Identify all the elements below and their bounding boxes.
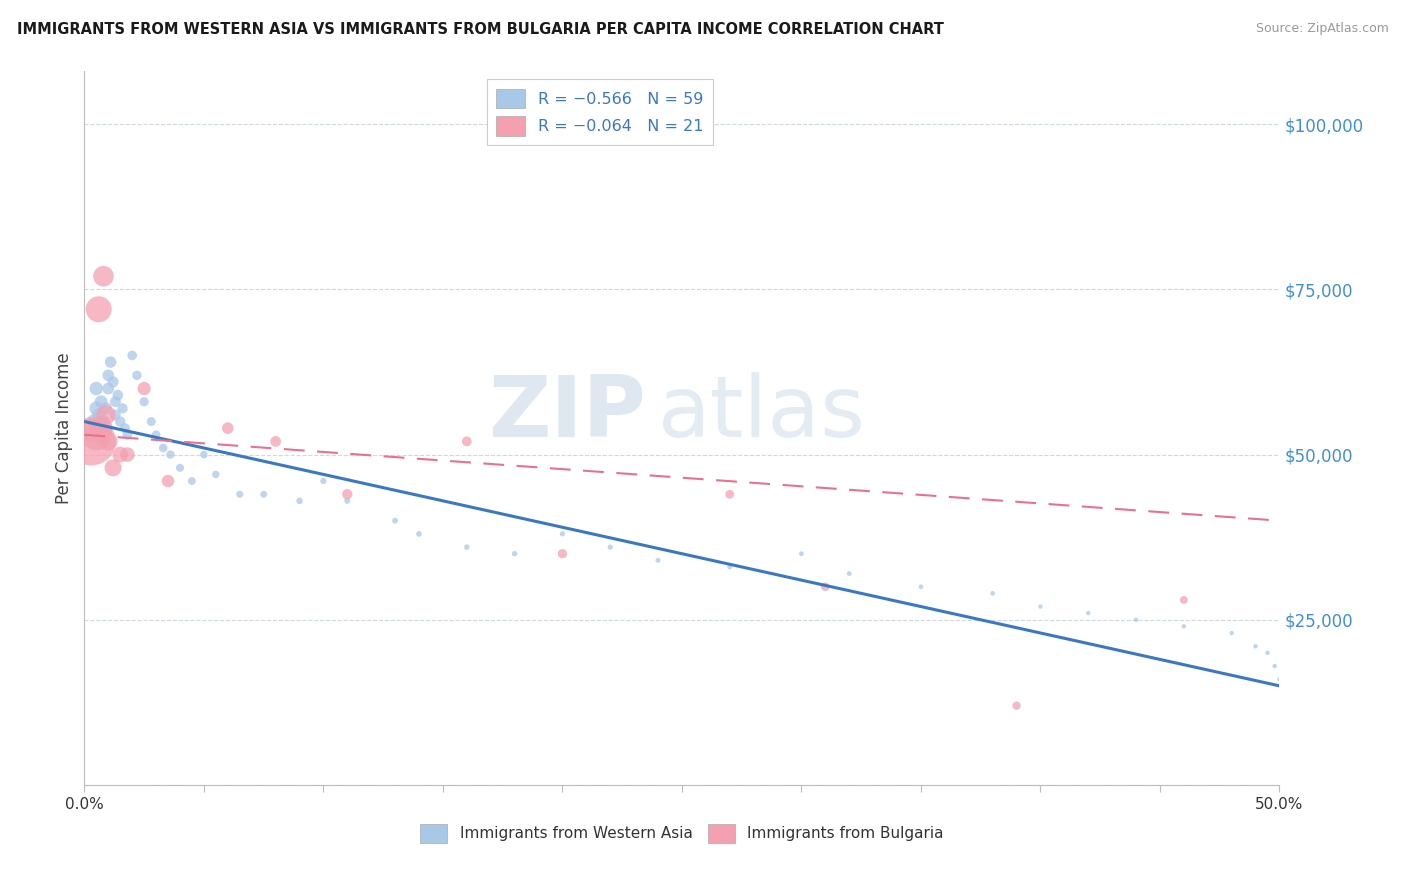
- Point: [121, 349, 143, 363]
- Point: [83, 415, 105, 429]
- Point: [87, 302, 110, 317]
- Point: [1125, 613, 1147, 627]
- Point: [90, 421, 112, 435]
- Point: [94, 401, 117, 416]
- Point: [94, 408, 117, 422]
- Point: [193, 448, 215, 462]
- Point: [408, 527, 430, 541]
- Point: [336, 493, 359, 508]
- Point: [229, 487, 252, 501]
- Point: [1257, 646, 1279, 660]
- Point: [145, 427, 167, 442]
- Text: IMMIGRANTS FROM WESTERN ASIA VS IMMIGRANTS FROM BULGARIA PER CAPITA INCOME CORRE: IMMIGRANTS FROM WESTERN ASIA VS IMMIGRAN…: [17, 22, 943, 37]
- Point: [117, 448, 139, 462]
- Point: [1077, 606, 1099, 620]
- Point: [1244, 639, 1267, 653]
- Point: [104, 394, 127, 409]
- Point: [288, 493, 311, 508]
- Point: [253, 487, 276, 501]
- Point: [838, 566, 860, 581]
- Point: [456, 434, 478, 449]
- Point: [104, 408, 127, 422]
- Point: [384, 514, 406, 528]
- Point: [169, 460, 191, 475]
- Point: [551, 527, 574, 541]
- Point: [336, 487, 359, 501]
- Point: [181, 474, 204, 488]
- Point: [217, 421, 239, 435]
- Point: [718, 487, 741, 501]
- Point: [647, 553, 669, 567]
- Point: [110, 448, 132, 462]
- Point: [111, 401, 134, 416]
- Point: [1264, 659, 1286, 673]
- Point: [101, 460, 124, 475]
- Point: [141, 415, 163, 429]
- Y-axis label: Per Capita Income: Per Capita Income: [55, 352, 73, 504]
- Point: [132, 382, 156, 396]
- Point: [1173, 619, 1195, 633]
- Point: [97, 368, 120, 383]
- Point: [1029, 599, 1052, 614]
- Point: [86, 382, 108, 396]
- Point: [87, 408, 110, 422]
- Text: ZIP: ZIP: [488, 372, 647, 456]
- Point: [101, 375, 124, 389]
- Point: [159, 448, 181, 462]
- Point: [981, 586, 1004, 600]
- Point: [1220, 626, 1243, 640]
- Point: [97, 382, 120, 396]
- Point: [718, 560, 741, 574]
- Point: [1005, 698, 1028, 713]
- Point: [205, 467, 228, 482]
- Point: [80, 434, 103, 449]
- Point: [86, 427, 108, 442]
- Point: [264, 434, 287, 449]
- Point: [157, 474, 180, 488]
- Point: [1268, 672, 1291, 686]
- Point: [110, 415, 132, 429]
- Point: [80, 427, 103, 442]
- Point: [910, 580, 932, 594]
- Point: [551, 547, 574, 561]
- Point: [93, 415, 115, 429]
- Point: [87, 421, 110, 435]
- Legend: Immigrants from Western Asia, Immigrants from Bulgaria: Immigrants from Western Asia, Immigrants…: [413, 818, 950, 848]
- Point: [814, 580, 837, 594]
- Point: [93, 269, 115, 284]
- Point: [599, 540, 621, 554]
- Point: [132, 394, 156, 409]
- Text: atlas: atlas: [658, 372, 866, 456]
- Point: [152, 441, 174, 455]
- Point: [312, 474, 335, 488]
- Point: [114, 421, 136, 435]
- Point: [456, 540, 478, 554]
- Point: [97, 434, 120, 449]
- Point: [125, 368, 148, 383]
- Point: [790, 547, 813, 561]
- Point: [1173, 593, 1195, 607]
- Point: [90, 434, 112, 449]
- Point: [100, 355, 122, 369]
- Text: Source: ZipAtlas.com: Source: ZipAtlas.com: [1256, 22, 1389, 36]
- Point: [93, 427, 115, 442]
- Point: [86, 401, 108, 416]
- Point: [107, 388, 129, 402]
- Point: [90, 394, 112, 409]
- Point: [503, 547, 526, 561]
- Point: [117, 427, 139, 442]
